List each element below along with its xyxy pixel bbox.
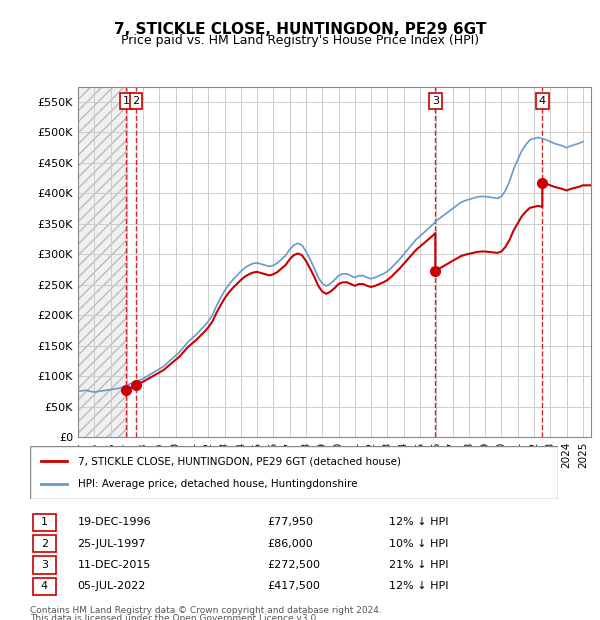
Text: 25-JUL-1997: 25-JUL-1997 xyxy=(77,539,146,549)
Text: 1: 1 xyxy=(41,517,48,528)
Text: 10% ↓ HPI: 10% ↓ HPI xyxy=(389,539,448,549)
Text: 19-DEC-1996: 19-DEC-1996 xyxy=(77,517,151,528)
Text: £417,500: £417,500 xyxy=(268,582,320,591)
FancyBboxPatch shape xyxy=(32,535,56,552)
Text: 3: 3 xyxy=(432,96,439,106)
Text: £86,000: £86,000 xyxy=(268,539,313,549)
Text: 7, STICKLE CLOSE, HUNTINGDON, PE29 6GT (detached house): 7, STICKLE CLOSE, HUNTINGDON, PE29 6GT (… xyxy=(77,456,401,466)
Text: £77,950: £77,950 xyxy=(268,517,314,528)
Text: 7, STICKLE CLOSE, HUNTINGDON, PE29 6GT: 7, STICKLE CLOSE, HUNTINGDON, PE29 6GT xyxy=(114,22,486,37)
Text: 21% ↓ HPI: 21% ↓ HPI xyxy=(389,560,449,570)
Text: 12% ↓ HPI: 12% ↓ HPI xyxy=(389,582,449,591)
Text: 1: 1 xyxy=(123,96,130,106)
Text: 3: 3 xyxy=(41,560,48,570)
Text: Price paid vs. HM Land Registry's House Price Index (HPI): Price paid vs. HM Land Registry's House … xyxy=(121,34,479,47)
Text: 4: 4 xyxy=(41,582,48,591)
Text: 11-DEC-2015: 11-DEC-2015 xyxy=(77,560,151,570)
Text: 2: 2 xyxy=(133,96,140,106)
Text: Contains HM Land Registry data © Crown copyright and database right 2024.: Contains HM Land Registry data © Crown c… xyxy=(30,606,382,616)
Text: 05-JUL-2022: 05-JUL-2022 xyxy=(77,582,146,591)
FancyBboxPatch shape xyxy=(32,514,56,531)
FancyBboxPatch shape xyxy=(30,446,558,499)
Text: 4: 4 xyxy=(539,96,546,106)
Bar xyxy=(78,87,126,437)
FancyBboxPatch shape xyxy=(32,556,56,574)
FancyBboxPatch shape xyxy=(32,578,56,595)
Text: This data is licensed under the Open Government Licence v3.0.: This data is licensed under the Open Gov… xyxy=(30,614,319,620)
Text: £272,500: £272,500 xyxy=(268,560,320,570)
Text: 12% ↓ HPI: 12% ↓ HPI xyxy=(389,517,449,528)
Text: 2: 2 xyxy=(41,539,48,549)
Bar xyxy=(78,87,126,437)
Text: HPI: Average price, detached house, Huntingdonshire: HPI: Average price, detached house, Hunt… xyxy=(77,479,357,489)
